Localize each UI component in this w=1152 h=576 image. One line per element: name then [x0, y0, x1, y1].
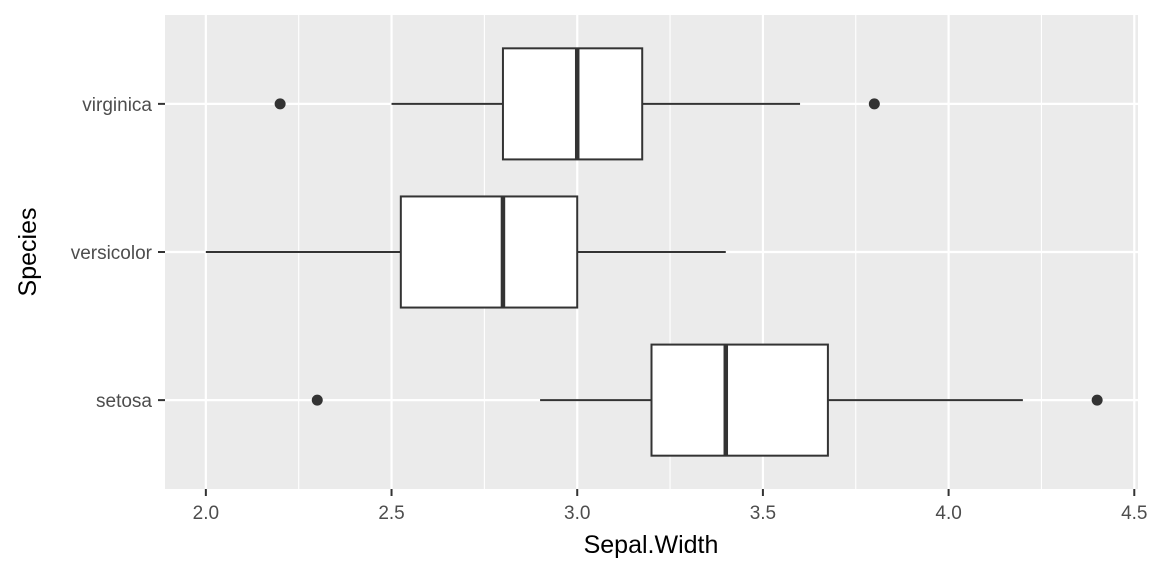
x-tick-label: 2.0: [193, 503, 219, 524]
y-axis-title: Species: [14, 208, 42, 297]
x-tick-label: 3.0: [564, 503, 590, 524]
axes: 2.0 2.5 3.0 3.5 4.0 4.5 setosa versicolor virgin…: [71, 95, 1148, 524]
box-marks: [205, 47, 1103, 457]
x-tick-label: 3.5: [750, 503, 776, 524]
y-tick-label: virginica: [82, 95, 152, 116]
iqr-box: [650, 343, 829, 457]
outlier-point: [1091, 394, 1103, 406]
x-axis-title: Sepal.Width: [584, 531, 719, 559]
box-setosa: [311, 343, 1103, 457]
box-virginica: [274, 47, 880, 161]
outlier-point: [274, 98, 286, 110]
x-tick-label: 2.5: [378, 503, 404, 524]
box-versicolor: [205, 195, 726, 309]
outlier-point: [868, 98, 880, 110]
y-tick-label: setosa: [96, 391, 152, 412]
y-tick-label: versicolor: [71, 243, 153, 264]
x-tick-label: 4.0: [935, 503, 961, 524]
x-tick-label: 4.5: [1121, 503, 1147, 524]
iqr-box: [399, 195, 579, 309]
iqr-box: [501, 47, 644, 161]
outlier-point: [311, 394, 323, 406]
